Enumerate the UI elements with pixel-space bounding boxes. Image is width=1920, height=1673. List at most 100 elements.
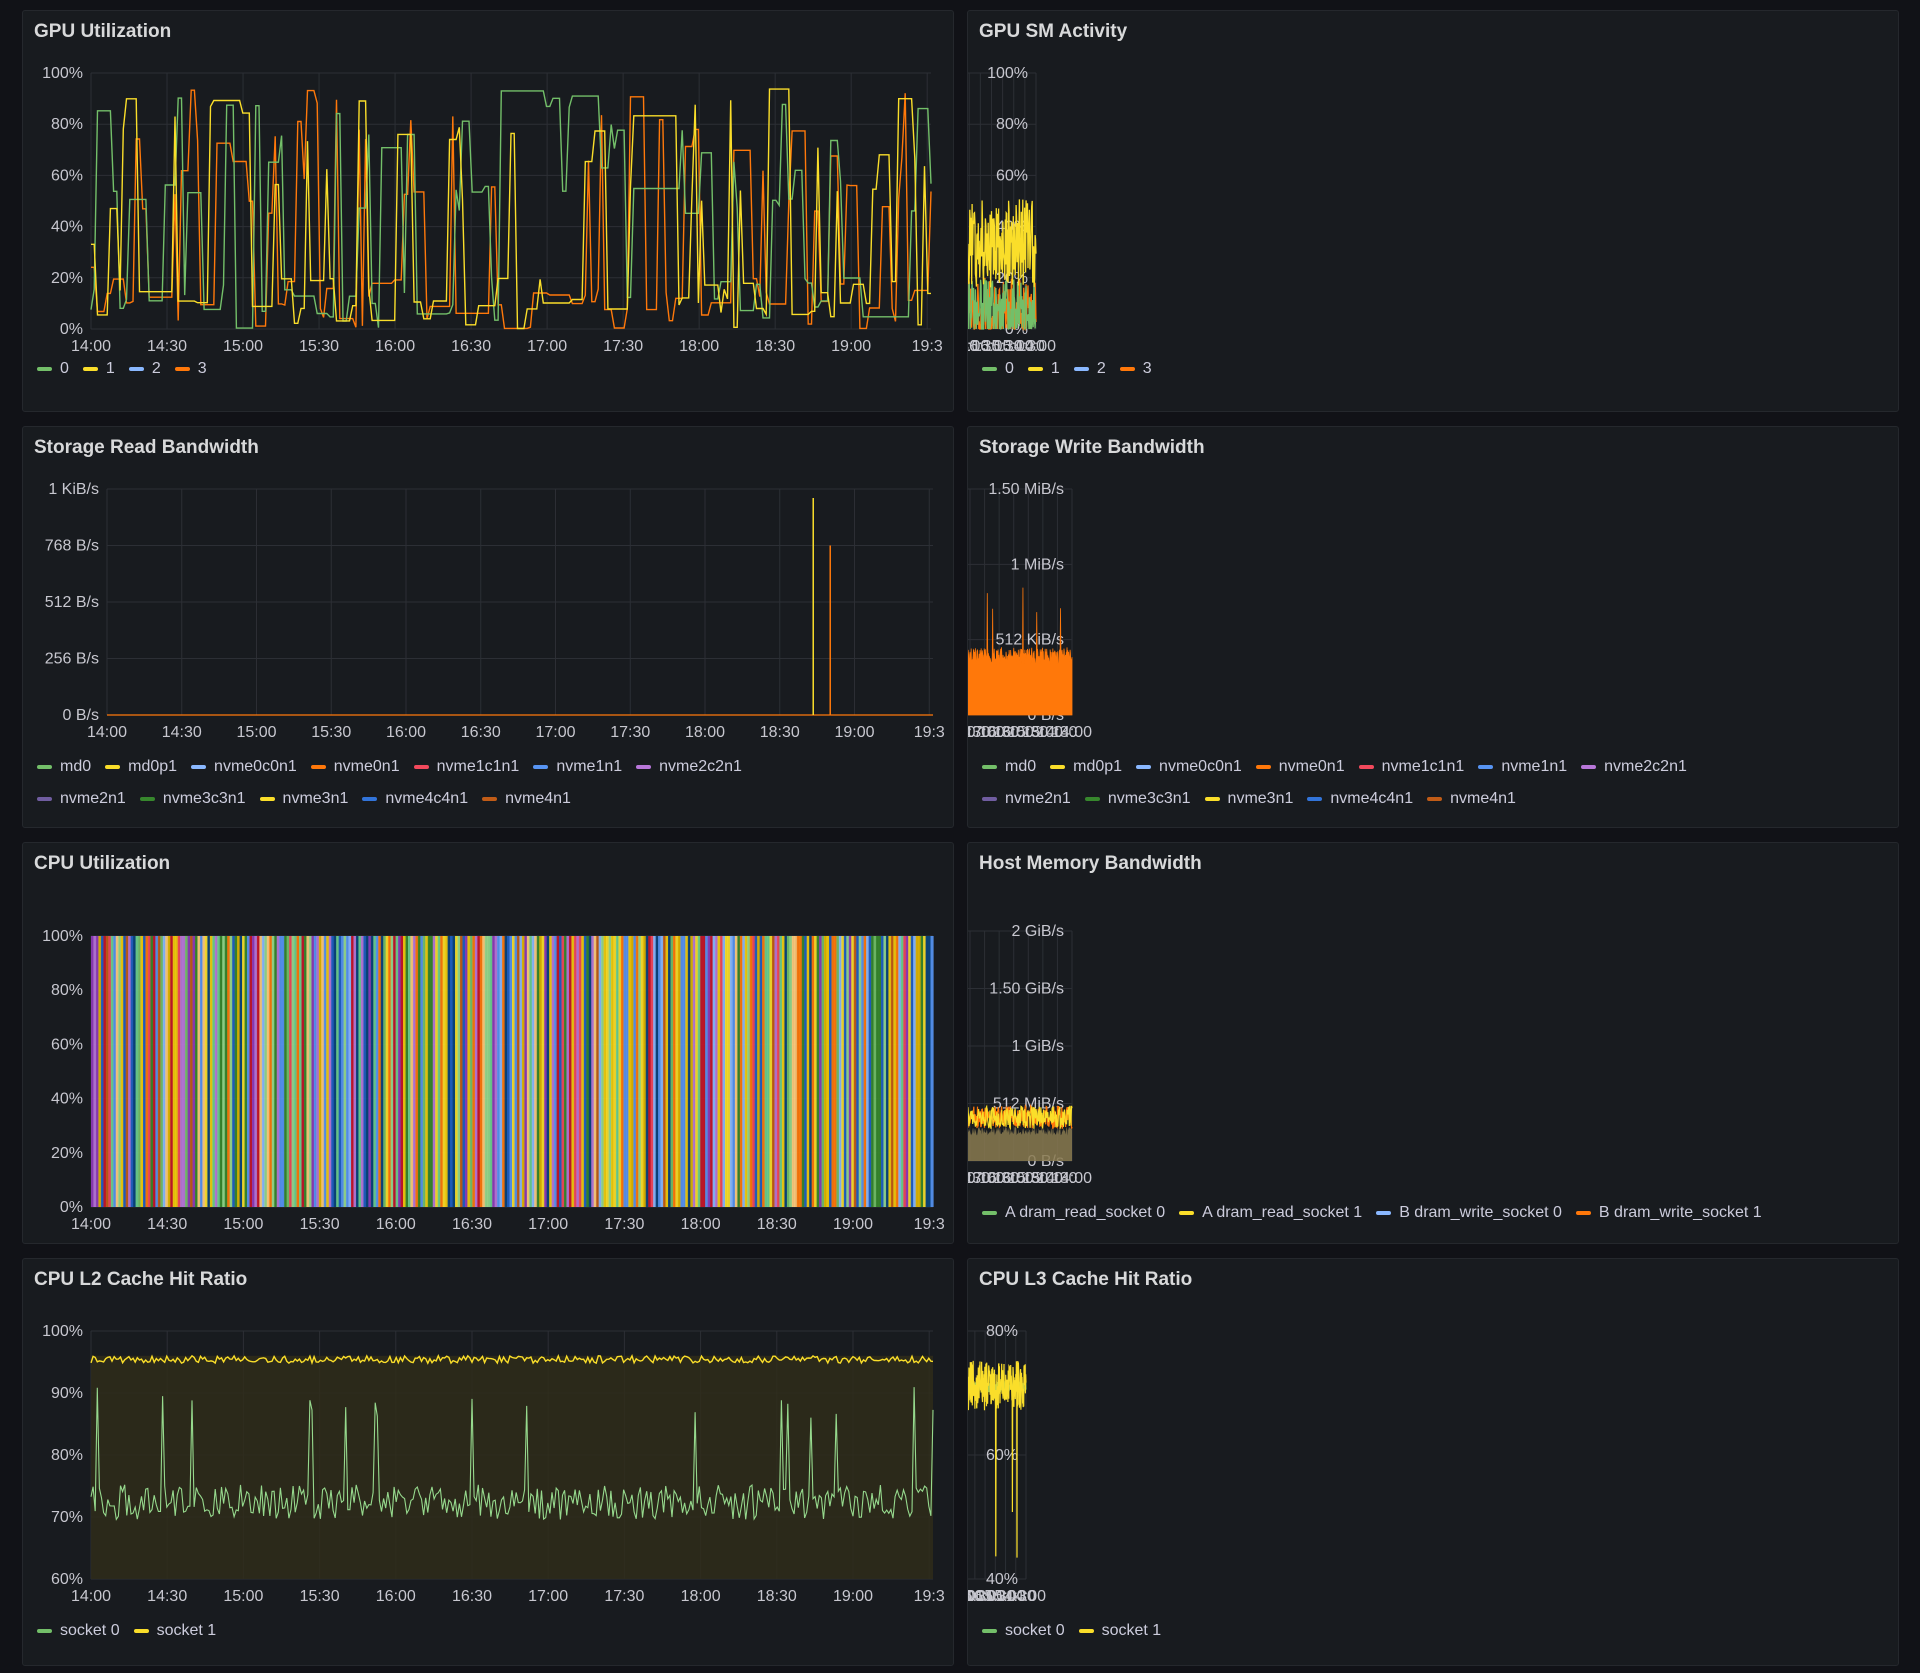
legend-item[interactable]: md0p1 [1050,758,1122,776]
chart-l3-hit[interactable]: 14:0014:3015:0015:3016:0016:3017:0017:30… [968,1259,1900,1667]
series-band [435,936,439,1207]
legend-swatch [1307,797,1323,801]
legend-item[interactable]: nvme3n1 [259,790,348,808]
legend-item[interactable]: nvme3c3n1 [1084,790,1191,808]
panel-gpu-util[interactable]: GPU Utilization 14:00 14:30 15:00 15:30 16:00… [22,10,954,412]
legend-item[interactable]: nvme3n1 [1204,790,1293,808]
legend-item[interactable]: B dram_write_socket 1 [1575,1204,1762,1222]
legend-item[interactable]: md0 [37,758,91,776]
legend-item[interactable]: socket 1 [133,1622,216,1640]
panel-title[interactable]: Storage Read Bandwidth [34,437,259,458]
legend-item[interactable]: B dram_write_socket 0 [1376,1204,1562,1222]
legend-item[interactable]: nvme0c0n1 [191,758,297,776]
legend-item[interactable]: nvme1n1 [533,758,622,776]
series-band [836,936,840,1207]
series-band [680,936,684,1207]
legend-row: nvme2n1 nvme3c3n1 nvme3n1 nvme4c4n1 nvme4n1 [982,783,1888,815]
y-tick-label: 80% [51,1447,83,1464]
series-band [355,936,360,1207]
legend-item[interactable]: nvme1n1 [1478,758,1567,776]
series-band [564,936,568,1207]
panel-title[interactable]: GPU Utilization [34,21,172,42]
legend-item[interactable]: md0 [982,758,1036,776]
chart-storage-read[interactable]: 14:00 14:30 15:00 15:30 16:00 16:30 17:00 17:30… [23,427,955,829]
y-tick-label: 60% [51,1036,83,1053]
panel-title[interactable]: Host Memory Bandwidth [979,853,1202,874]
series-band [321,936,325,1207]
legend-item[interactable]: nvme3c3n1 [139,790,246,808]
panel-cpu-util[interactable]: CPU Utilization 14:00 14:30 15:00 15:30 16:00… [22,842,954,1244]
legend-item[interactable]: nvme0n1 [310,758,400,776]
legend-item[interactable]: 0 [982,360,1014,378]
series-band [729,936,734,1207]
panel-gpu-sm[interactable]: GPU SM Activity 14:00 14:30 15:00 15:30 16:00… [967,10,1899,412]
series-band [214,936,218,1207]
y-tick-label: 60% [996,167,1028,184]
chart-gpu-util[interactable]: 14:00 14:30 15:00 15:30 16:00 16:30 17:00 17:30… [23,11,955,413]
legend-label: nvme1n1 [556,758,623,775]
legend-item[interactable]: 3 [174,360,207,378]
legend-item[interactable]: 3 [1119,360,1152,378]
legend-label: 3 [197,360,207,377]
series-band [663,936,667,1207]
legend-item[interactable]: 0 [37,360,69,378]
legend-item[interactable]: 2 [1073,360,1106,378]
x-tick-label: 16:30 [968,1588,995,1605]
panel-storage-write[interactable]: Storage Write Bandwidth 14:00 14:30 15:00 15… [967,426,1899,828]
x-tick-label: 17:30 [968,1170,990,1187]
legend-item[interactable]: nvme0n1 [1255,758,1345,776]
legend-item[interactable]: A dram_read_socket 0 [982,1204,1165,1222]
legend-item[interactable]: md0p1 [105,758,177,776]
legend-item[interactable]: 1 [82,360,115,378]
panel-title[interactable]: CPU L2 Cache Hit Ratio [34,1269,248,1290]
panel-l2-hit[interactable]: CPU L2 Cache Hit Ratio 14:00 14:30 15:00 15:… [22,1258,954,1666]
legend-item[interactable]: nvme4n1 [1427,790,1516,808]
legend-item[interactable]: socket 0 [37,1622,120,1640]
series-band [603,936,607,1207]
series-band [744,936,748,1207]
series-band [343,936,347,1207]
legend-label: md0p1 [1073,758,1123,775]
y-tick-label: 20% [51,270,83,287]
series-line [968,1360,1027,1558]
legend-item[interactable]: nvme2c2n1 [1581,758,1687,776]
series-band [93,936,97,1207]
legend-item[interactable]: 1 [1027,360,1060,378]
legend-item[interactable]: nvme4c4n1 [362,790,468,808]
legend-item[interactable]: socket 1 [1078,1622,1161,1640]
series-band [457,936,461,1207]
panel-title[interactable]: GPU SM Activity [979,21,1128,42]
series-band [734,936,738,1207]
panel-title[interactable]: CPU L3 Cache Hit Ratio [979,1269,1193,1290]
series-band [437,936,441,1207]
legend-item[interactable]: 2 [128,360,161,378]
series-band [715,936,719,1207]
series-band [484,936,488,1207]
chart-cpu-util[interactable]: 14:00 14:30 15:00 15:30 16:00 16:30 17:00 17:30… [23,843,955,1245]
legend-item[interactable]: nvme1c1n1 [413,758,519,776]
legend-item[interactable]: nvme0c0n1 [1136,758,1242,776]
legend-swatch [1575,1211,1591,1215]
legend-item[interactable]: nvme2n1 [37,790,126,808]
legend-item[interactable]: nvme1c1n1 [1358,758,1464,776]
panel-l3-hit[interactable]: CPU L3 Cache Hit Ratio 14:00 14:30 15:00 15:… [967,1258,1899,1666]
legend: A dram_read_socket 0 A dram_read_socket 1… [982,1197,1888,1229]
chart-gpu-sm[interactable]: 14:0014:3015:0015:3016:0016:3017:0017:30… [968,11,1900,413]
legend-item[interactable]: nvme4n1 [482,790,571,808]
chart-storage-write[interactable]: 14:0014:3015:0015:3016:0016:3017:0017:30… [968,427,1900,829]
panel-title[interactable]: CPU Utilization [34,853,171,874]
legend-item[interactable]: A dram_read_socket 1 [1179,1204,1362,1222]
legend-item[interactable]: nvme2n1 [982,790,1071,808]
series-band [692,936,696,1207]
legend-item[interactable]: nvme2c2n1 [636,758,742,776]
legend-label: 0 [60,360,69,377]
legend-item[interactable]: nvme4c4n1 [1307,790,1413,808]
panel-storage-read[interactable]: Storage Read Bandwidth 14:00 14:30 15:00 15:… [22,426,954,828]
series-band [695,936,699,1207]
legend-item[interactable]: socket 0 [982,1622,1065,1640]
chart-l2-hit[interactable]: 14:00 14:30 15:00 15:30 16:00 16:30 17:00 17:30… [23,1259,955,1667]
series-band [276,936,280,1207]
panel-title[interactable]: Storage Write Bandwidth [979,437,1205,458]
panel-host-mem[interactable]: Host Memory Bandwidth 14:00 14:30 15:00 15:3… [967,842,1899,1244]
chart-host-mem[interactable]: 14:0014:3015:0015:3016:0016:3017:0017:30… [968,843,1900,1245]
